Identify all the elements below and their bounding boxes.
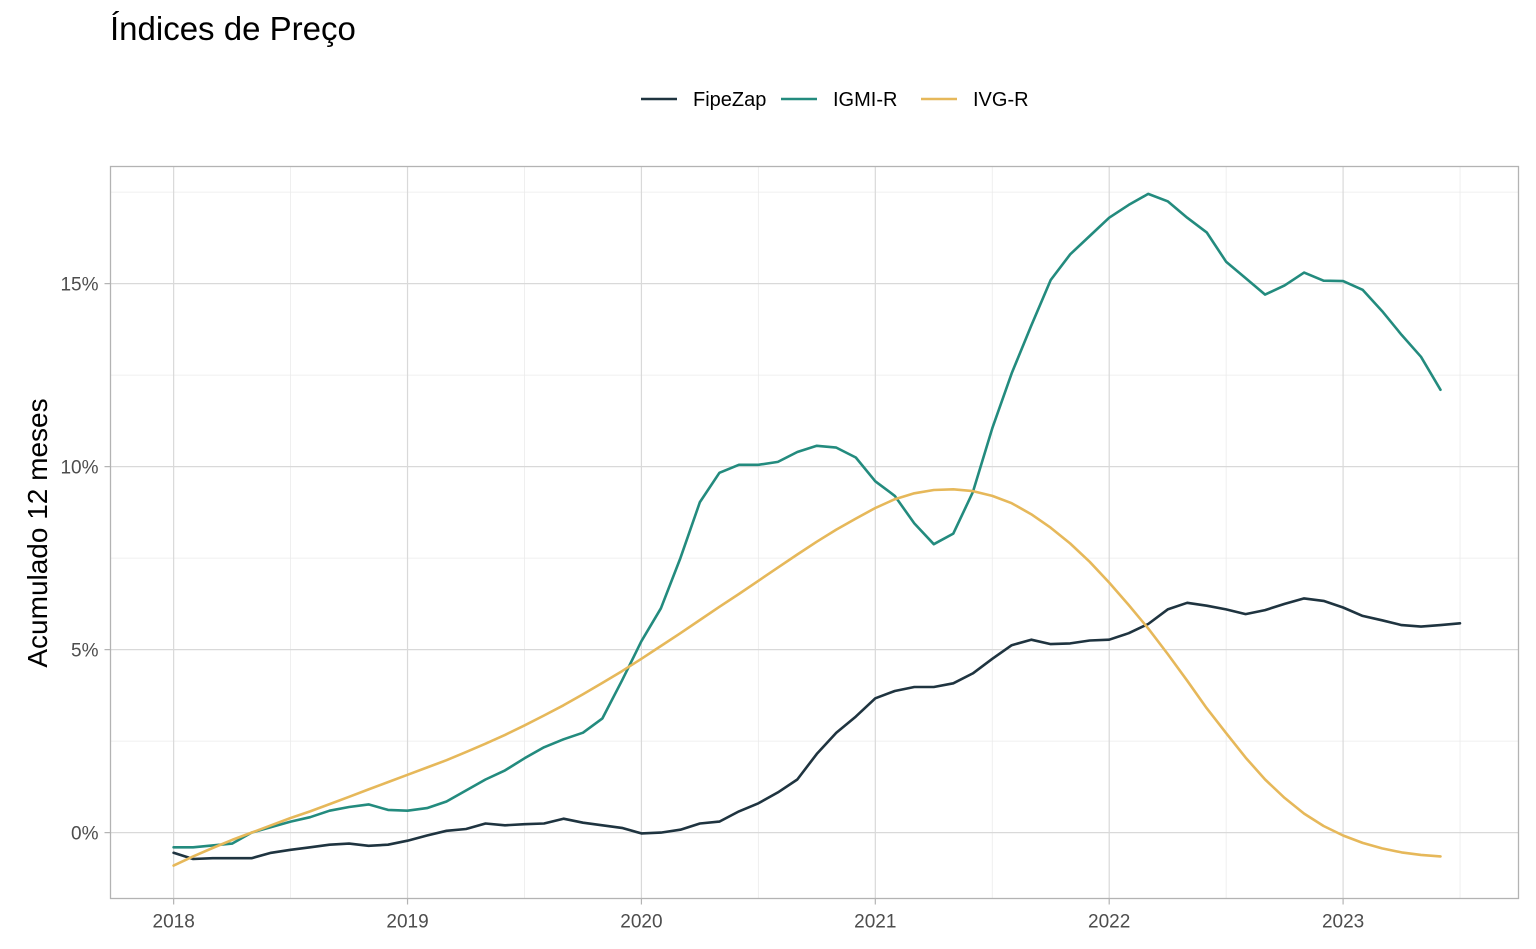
series-line-igmi-r	[172, 192, 1442, 849]
chart-title: Índices de Preço	[110, 10, 356, 47]
x-tick-label: 2019	[386, 912, 428, 933]
gridlines	[110, 166, 1519, 899]
legend-item-ivg-r: IVG-R	[921, 89, 1029, 111]
legend: FipeZap IGMI-R IVG-R	[641, 89, 1029, 111]
series-lines	[172, 192, 1462, 867]
plot-panel	[109, 165, 1520, 900]
x-axis: 2018 2019 2020 2021 2022 2023	[153, 898, 1364, 933]
legend-item-igmi-r: IGMI-R	[781, 89, 897, 111]
y-axis-title: Acumulado 12 meses	[22, 398, 53, 667]
x-tick-label: 2022	[1088, 912, 1130, 933]
y-tick-label: 15%	[60, 275, 98, 296]
x-tick-label: 2020	[620, 912, 662, 933]
x-tick-label: 2018	[153, 912, 195, 933]
y-tick-label: 10%	[60, 458, 98, 479]
y-tick-label: 0%	[71, 824, 99, 845]
series-line-fipezap	[172, 597, 1462, 861]
x-tick-label: 2023	[1322, 912, 1364, 933]
legend-label-ivg-r: IVG-R	[973, 89, 1029, 111]
y-tick-label: 5%	[71, 641, 99, 662]
legend-label-igmi-r: IGMI-R	[833, 89, 897, 111]
series-line-ivg-r	[172, 487, 1442, 867]
legend-label-fipezap: FipeZap	[693, 89, 766, 111]
legend-item-fipezap: FipeZap	[641, 89, 766, 111]
y-axis: 0% 5% 10% 15%	[60, 275, 111, 845]
x-tick-label: 2021	[854, 912, 896, 933]
